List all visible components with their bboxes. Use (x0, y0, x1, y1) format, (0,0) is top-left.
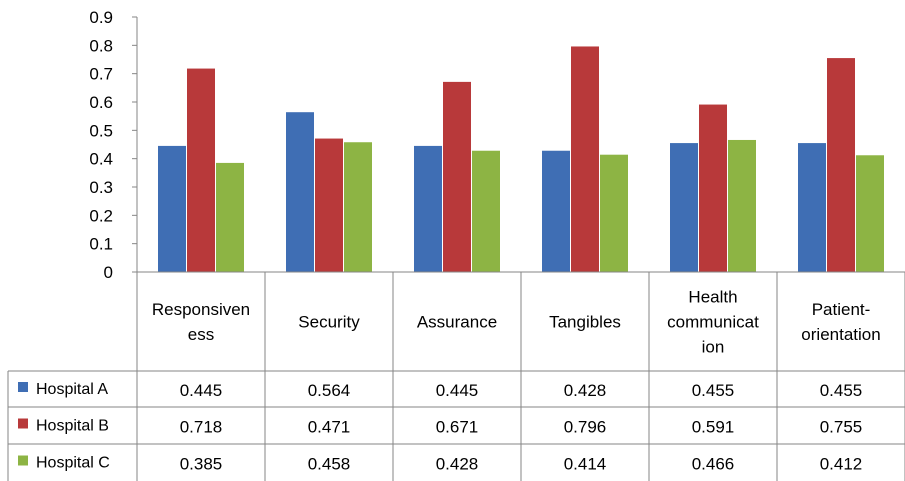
y-tick-label: 0.8 (89, 36, 113, 55)
data-label: 0.591 (692, 418, 735, 437)
bar-hospital-b (699, 104, 727, 272)
data-label: 0.471 (308, 418, 351, 437)
category-label: Tangibles (549, 313, 621, 332)
bar-hospital-b (443, 81, 471, 272)
data-label: 0.796 (564, 418, 607, 437)
y-tick-label: 0.3 (89, 178, 113, 197)
data-table: Responsiven ess Security Assurance Tangibles… (7, 271, 905, 481)
bar-hospital-a (670, 143, 698, 272)
y-tick-label: 0.2 (89, 206, 113, 225)
y-tick-label: 0.5 (89, 121, 113, 140)
category-label: communicat (667, 313, 759, 332)
data-label: 0.414 (564, 455, 607, 474)
bar-hospital-b (827, 58, 855, 273)
category-label: ess (188, 325, 214, 344)
category-label: Patient- (812, 300, 871, 319)
y-tick-label: 0.1 (89, 235, 113, 254)
bar-hospital-c (600, 154, 628, 272)
data-label: 0.564 (308, 381, 351, 400)
legend-label: Hospital A (36, 381, 108, 398)
bar-hospital-a (286, 112, 314, 272)
bar-hospital-b (187, 68, 215, 272)
bar-hospital-c (856, 155, 884, 272)
bar-hospital-b (571, 46, 599, 272)
data-label: 0.412 (820, 455, 863, 474)
legend-label: Hospital C (36, 455, 110, 472)
bar-hospital-b (315, 138, 343, 272)
data-label: 0.466 (692, 455, 735, 474)
y-tick-label: 0.9 (89, 8, 113, 27)
data-label: 0.428 (436, 455, 479, 474)
bar-hospital-c (728, 139, 756, 272)
data-label: 0.458 (308, 455, 351, 474)
data-label: 0.385 (180, 455, 223, 474)
data-label: 0.445 (180, 381, 223, 400)
data-label: 0.455 (820, 381, 863, 400)
category-label: Health (688, 288, 737, 307)
bar-hospital-a (798, 143, 826, 272)
category-label: Responsiven (152, 300, 250, 319)
y-axis: 0 0.1 0.2 0.3 0.4 0.5 0.6 0.7 0.8 0.9 (89, 8, 138, 282)
bar-hospital-c (216, 162, 244, 272)
bars (158, 46, 884, 273)
category-label: Assurance (417, 313, 497, 332)
bar-hospital-a (414, 145, 442, 272)
y-tick-label: 0.4 (89, 150, 113, 169)
y-tick-label: 0.6 (89, 93, 113, 112)
category-label: orientation (801, 325, 880, 344)
category-label: Security (298, 313, 360, 332)
data-label: 0.428 (564, 381, 607, 400)
data-label: 0.755 (820, 418, 863, 437)
legend-swatch (18, 382, 28, 392)
bar-hospital-a (542, 150, 570, 272)
category-label: ion (702, 338, 725, 357)
bar-hospital-c (344, 142, 372, 272)
data-label: 0.445 (436, 381, 479, 400)
data-label: 0.718 (180, 418, 223, 437)
data-label: 0.455 (692, 381, 735, 400)
legend-label: Hospital B (36, 418, 109, 435)
bar-hospital-c (472, 150, 500, 272)
legend-swatch (18, 418, 28, 429)
bar-hospital-a (158, 145, 186, 272)
y-tick-label: 0 (104, 263, 113, 282)
y-tick-label: 0.7 (89, 65, 113, 84)
legend-swatch (18, 455, 28, 466)
data-label: 0.671 (436, 418, 479, 437)
